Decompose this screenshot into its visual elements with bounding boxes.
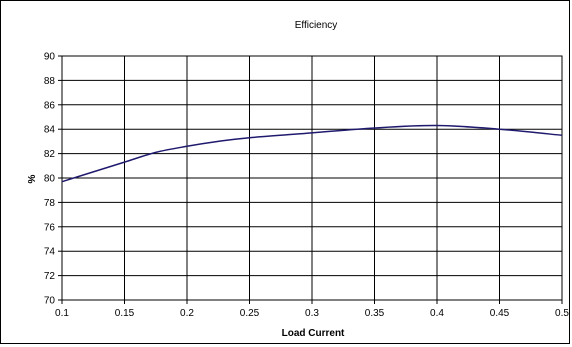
y-tick-label: 84 — [44, 125, 56, 136]
x-tick-label: 0.45 — [490, 308, 510, 319]
x-tick-label: 0.3 — [305, 308, 319, 319]
y-tick-label: 72 — [44, 271, 56, 282]
x-tick-label: 0.25 — [240, 308, 260, 319]
x-tick-label: 0.35 — [365, 308, 385, 319]
x-tick-label: 0.15 — [115, 308, 135, 319]
y-tick-label: 80 — [44, 174, 56, 185]
y-axis-ticks: 90 88 86 84 82 80 78 76 74 72 70 — [44, 52, 62, 307]
y-tick-label: 76 — [44, 222, 56, 233]
x-axis-label: Load Current — [282, 328, 345, 339]
chart-title: Efficiency — [295, 20, 338, 31]
x-tick-label: 0.5 — [555, 308, 569, 319]
y-tick-label: 70 — [44, 296, 56, 307]
x-tick-label: 0.1 — [55, 308, 69, 319]
series-group — [61, 124, 563, 183]
x-tick-label: 0.4 — [430, 308, 444, 319]
y-tick-label: 86 — [44, 100, 56, 111]
x-tick-label: 0.2 — [180, 308, 194, 319]
y-tick-label: 82 — [44, 149, 56, 160]
y-tick-label: 90 — [44, 52, 56, 63]
y-tick-label: 74 — [44, 247, 56, 258]
y-axis-label: % — [27, 174, 38, 183]
x-axis-ticks: 0.1 0.15 0.2 0.25 0.3 0.35 0.4 0.45 0.5 — [55, 300, 569, 319]
efficiency-line — [61, 124, 563, 183]
y-tick-label: 78 — [44, 198, 56, 209]
grid-lines — [61, 55, 563, 301]
y-tick-label: 88 — [44, 76, 56, 87]
